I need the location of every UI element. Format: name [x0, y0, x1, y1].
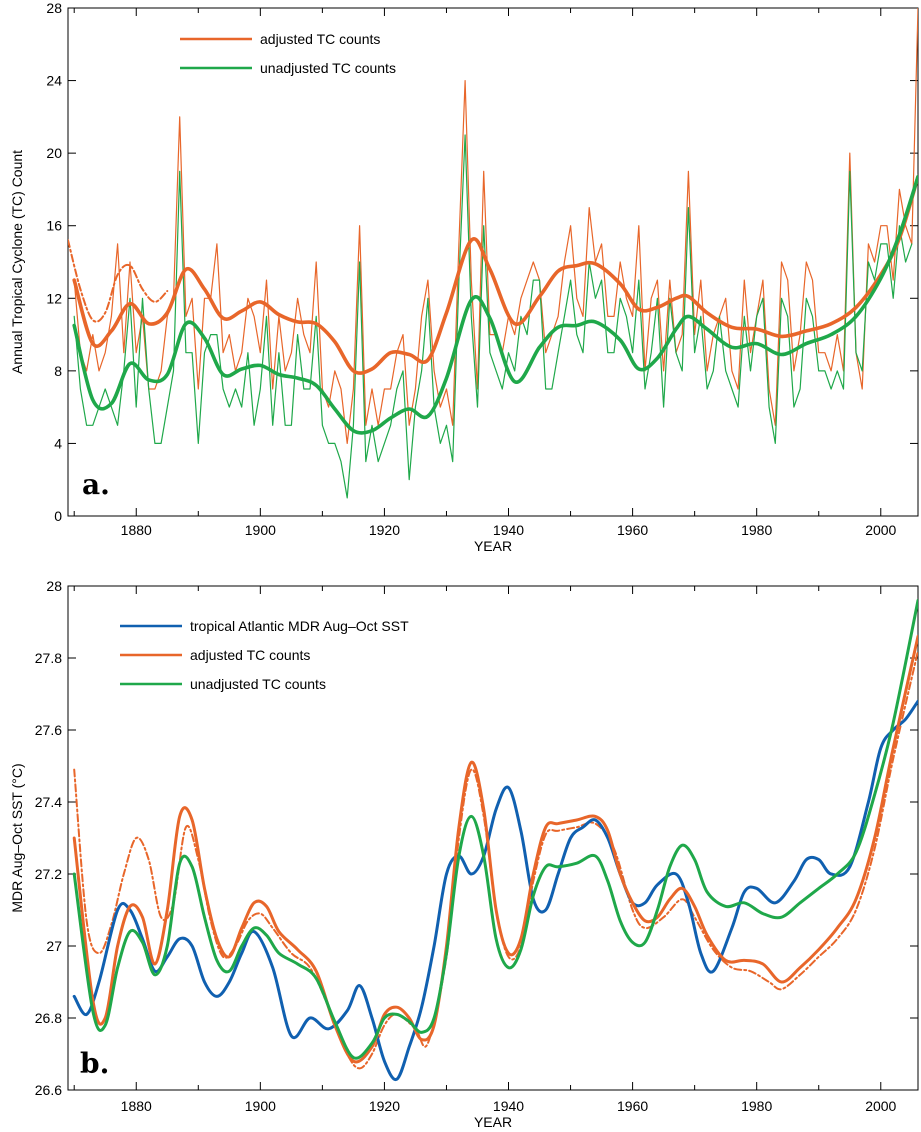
x-tick-label: 1940 — [493, 522, 524, 538]
y-tick-label: 4 — [54, 435, 62, 451]
x-tick-label: 2000 — [865, 1098, 896, 1114]
x-tick-label: 1900 — [245, 522, 276, 538]
panel-b: 1880 1900 1920 1940 1960 1980 2000 26.6 26.8 27 27… — [9, 578, 919, 1130]
x-axis-label: YEAR — [474, 538, 512, 554]
y-tick-label: 28 — [46, 0, 62, 16]
y-tick-label: 27 — [46, 938, 62, 954]
x-tick-label: 1960 — [617, 1098, 648, 1114]
y-tick-label: 27.4 — [35, 794, 62, 810]
y-tick-label: 0 — [54, 508, 62, 524]
x-tick-label: 1960 — [617, 522, 648, 538]
x-tick-label: 1900 — [245, 1098, 276, 1114]
y-tick-label: 24 — [46, 73, 62, 89]
panel-label: b. — [80, 1047, 109, 1080]
x-tick-label: 1920 — [369, 522, 400, 538]
x-tick-label: 1880 — [121, 522, 152, 538]
x-tick-label: 1920 — [369, 1098, 400, 1114]
x-tick-label: 2000 — [865, 522, 896, 538]
panel-label: a. — [82, 468, 110, 501]
series-line-smooth — [72, 699, 918, 1082]
legend-label: adjusted TC counts — [260, 31, 380, 47]
axes-frame — [67, 585, 919, 1091]
series-line-smooth — [72, 598, 918, 1060]
legend-label: tropical Atlantic MDR Aug–Oct SST — [190, 618, 409, 634]
axes-frame — [67, 7, 919, 517]
y-tick-label: 8 — [54, 363, 62, 379]
y-tick-label: 27.8 — [35, 650, 62, 666]
panel-a: 1880 1900 1920 1940 1960 1980 2000 0 4 8 12 16 20 24 2… — [9, 0, 919, 554]
series-line-smooth — [72, 634, 918, 1064]
x-tick-label: 1980 — [741, 522, 772, 538]
y-tick-label: 27.6 — [35, 722, 62, 738]
legend-label: unadjusted TC counts — [190, 676, 326, 692]
y-tick-label: 26.6 — [35, 1082, 62, 1098]
series-group — [68, 8, 918, 499]
y-tick-label: 27.2 — [35, 866, 62, 882]
x-axis-label: YEAR — [474, 1114, 512, 1130]
x-tick-label: 1980 — [741, 1098, 772, 1114]
legend-label: unadjusted TC counts — [260, 60, 396, 76]
series-line-thin — [73, 134, 913, 499]
series-line-smooth — [72, 174, 918, 375]
y-tick-label: 20 — [46, 145, 62, 161]
y-axis-label: MDR Aug–Oct SST (°C) — [9, 763, 25, 912]
x-tick-label: 1940 — [493, 1098, 524, 1114]
x-tick-label: 1880 — [121, 1098, 152, 1114]
y-tick-label: 28 — [46, 578, 62, 594]
y-tick-label: 12 — [46, 290, 62, 306]
y-axis-label: Annual Tropical Cyclone (TC) Count — [9, 150, 25, 374]
legend-label: adjusted TC counts — [190, 647, 310, 663]
series-line-dashdot — [68, 239, 169, 323]
y-tick-label: 16 — [46, 218, 62, 234]
series-line-smooth — [72, 174, 918, 435]
series-group — [72, 598, 918, 1082]
y-tick-label: 26.8 — [35, 1010, 62, 1026]
